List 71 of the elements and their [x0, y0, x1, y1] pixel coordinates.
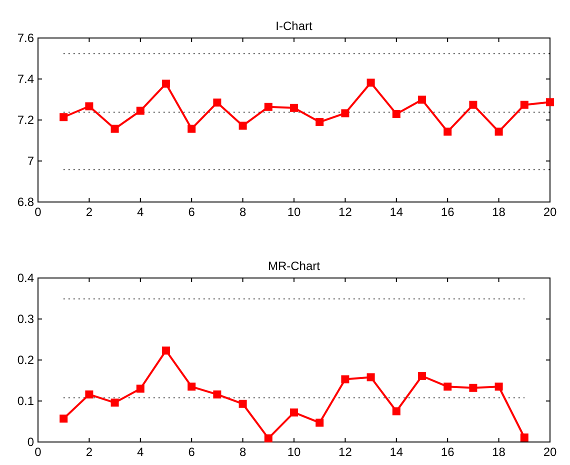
- x-tick-label: 14: [390, 205, 404, 219]
- point: [264, 434, 272, 442]
- y-tick-label: 0.1: [17, 394, 34, 408]
- point: [85, 102, 94, 110]
- point: [392, 110, 400, 118]
- x-tick-label: 12: [338, 205, 352, 219]
- point: [520, 100, 528, 109]
- x-tick-label: 10: [287, 205, 301, 219]
- y-tick-label: 0.4: [17, 271, 34, 285]
- point: [238, 400, 247, 408]
- point: [290, 408, 298, 416]
- x-tick-label: 16: [440, 445, 455, 459]
- x-tick-label: 20: [543, 445, 557, 459]
- y-tick-label: 7: [27, 154, 34, 168]
- x-tick-label: 2: [86, 445, 93, 459]
- point: [60, 414, 68, 423]
- point: [392, 407, 400, 416]
- x-tick-label: 12: [338, 445, 352, 459]
- y-tick-label: 7.2: [17, 113, 34, 127]
- y-tick-label: 0.3: [17, 312, 34, 326]
- point: [213, 98, 222, 107]
- x-tick-label: 4: [137, 445, 144, 459]
- point: [60, 113, 68, 122]
- x-tick-label: 2: [86, 205, 93, 219]
- point: [366, 373, 375, 382]
- point: [316, 118, 324, 126]
- x-tick-label: 10: [287, 445, 301, 459]
- chart-title: MR-Chart: [268, 259, 321, 273]
- point: [469, 384, 478, 392]
- point: [188, 124, 196, 133]
- point: [238, 122, 247, 130]
- point: [264, 102, 272, 111]
- x-tick-label: 16: [440, 205, 455, 219]
- y-tick-label: 7.6: [17, 31, 34, 45]
- y-tick-label: 0: [27, 435, 34, 449]
- point: [290, 104, 298, 112]
- point: [546, 98, 554, 106]
- point: [469, 100, 478, 109]
- point: [136, 384, 144, 393]
- x-tick-label: 4: [137, 205, 144, 219]
- point: [316, 418, 324, 427]
- point: [494, 128, 503, 136]
- point: [444, 382, 452, 391]
- point: [162, 80, 170, 88]
- point: [110, 398, 119, 407]
- x-tick-label: 18: [492, 205, 506, 219]
- point: [188, 382, 196, 391]
- point: [162, 346, 170, 355]
- y-tick-label: 0.2: [17, 353, 34, 367]
- x-tick-label: 20: [543, 205, 557, 219]
- point: [520, 433, 528, 442]
- point: [110, 124, 119, 133]
- chart-title: I-Chart: [276, 19, 313, 33]
- point: [213, 390, 222, 398]
- point: [418, 96, 426, 104]
- point: [444, 128, 452, 136]
- x-tick-label: 18: [492, 445, 506, 459]
- y-tick-label: 6.8: [17, 195, 34, 209]
- x-tick-label: 8: [239, 205, 246, 219]
- point: [341, 375, 350, 384]
- point: [341, 109, 350, 118]
- point: [418, 372, 426, 380]
- point: [85, 390, 94, 398]
- x-tick-label: 8: [239, 445, 246, 459]
- x-tick-label: 6: [188, 205, 196, 219]
- x-tick-label: 14: [390, 445, 404, 459]
- point: [494, 382, 503, 391]
- y-tick-label: 7.4: [17, 72, 34, 86]
- point: [366, 78, 375, 87]
- point: [136, 106, 144, 115]
- x-tick-label: 6: [188, 445, 196, 459]
